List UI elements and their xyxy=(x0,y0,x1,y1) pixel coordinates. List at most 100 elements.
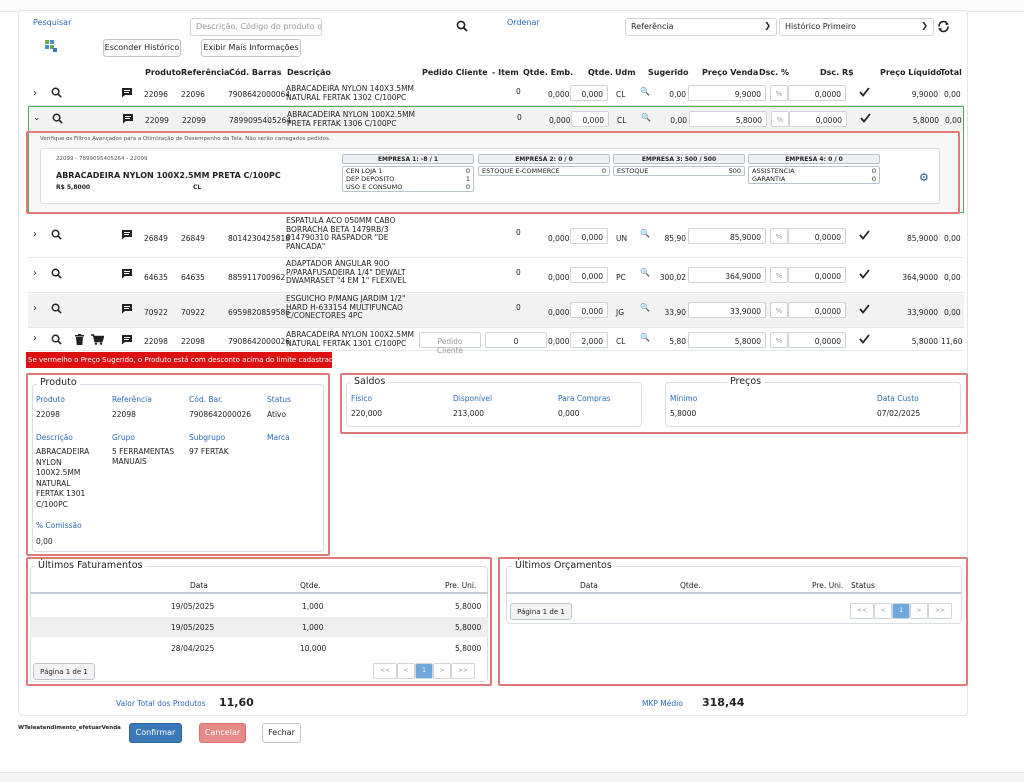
search-icon[interactable] xyxy=(51,268,62,281)
table-row[interactable]: › 22096 22096 7908642000064 ABRACADEIRA … xyxy=(28,81,964,106)
cell-desc: ESPATULA ACO 050MM CABO BORRACHA BETA 14… xyxy=(286,216,396,251)
check-icon[interactable] xyxy=(859,304,870,316)
dsc-percent-input[interactable]: % xyxy=(770,85,788,101)
qtde-input[interactable]: 0,000 xyxy=(570,267,608,283)
filter-icon[interactable] xyxy=(44,39,58,53)
pager-first-button[interactable]: << xyxy=(850,603,874,619)
preco-input[interactable]: 364,9000 xyxy=(688,267,766,283)
chevron-right-icon[interactable]: › xyxy=(33,88,37,99)
dsc-reais-input[interactable]: 0,0000 xyxy=(788,228,846,244)
dsc-percent-input[interactable]: % xyxy=(770,228,788,244)
more-info-button[interactable]: Exibir Mais Informações xyxy=(201,39,301,57)
check-icon[interactable] xyxy=(859,269,870,281)
qtde-input[interactable]: 0,000 xyxy=(570,85,608,101)
pager-first-button[interactable]: << xyxy=(373,663,397,679)
qtde-input[interactable]: 0,000 xyxy=(570,302,608,318)
chevron-right-icon[interactable]: › xyxy=(33,229,37,240)
chevron-down-icon[interactable]: ⌄ xyxy=(33,113,41,123)
comment-icon[interactable] xyxy=(121,229,133,242)
pager-prev-button[interactable]: < xyxy=(397,663,415,679)
dsc-reais-input[interactable]: 0,0000 xyxy=(788,332,846,348)
item-input[interactable]: 0 xyxy=(485,332,547,348)
dsc-percent-input[interactable]: % xyxy=(770,332,788,348)
close-button[interactable]: Fechar xyxy=(262,723,301,743)
table-row[interactable]: 28/04/2025 10,000 5,8000 xyxy=(30,639,488,657)
pager-page-button[interactable]: 1 xyxy=(892,603,910,619)
table-row[interactable]: 19/05/2025 1,000 5,8000 xyxy=(30,617,488,637)
zoom-icon[interactable]: 🔍 xyxy=(640,87,650,96)
cancel-button[interactable]: Cancelar xyxy=(199,723,246,743)
table-row[interactable]: › 22098 22098 7908642000026 ABRACADEIRA … xyxy=(28,329,964,355)
chevron-right-icon[interactable]: › xyxy=(33,333,37,344)
search-input[interactable]: Descrição, Código do produto ou xyxy=(190,18,322,36)
cell-qtde: 1,000 xyxy=(302,623,324,632)
dsc-reais-input[interactable]: 0,0000 xyxy=(788,85,846,101)
trash-icon[interactable] xyxy=(75,334,84,347)
comment-icon[interactable] xyxy=(121,303,133,316)
zoom-icon[interactable]: 🔍 xyxy=(641,113,651,122)
history-select[interactable]: Histórico Primeiro ❯ xyxy=(779,18,934,36)
pager-page-button[interactable]: 1 xyxy=(415,663,433,679)
table-row[interactable]: › 64635 64635 885911700962 ADAPTADOR ANG… xyxy=(28,259,964,293)
pager-last-button[interactable]: >> xyxy=(928,603,952,619)
pedido-cliente-input[interactable]: Pedido Cliente xyxy=(419,332,481,355)
preco-input[interactable]: 33,9000 xyxy=(688,302,766,318)
hide-history-button[interactable]: Esconder Histórico xyxy=(103,39,181,57)
comment-icon[interactable] xyxy=(121,268,133,281)
col-pre-uni: Pre. Uni. xyxy=(445,581,477,590)
pager-last-button[interactable]: >> xyxy=(451,663,475,679)
chevron-right-icon[interactable]: › xyxy=(33,268,37,279)
table-row[interactable]: › 70922 70922 6959820859586 ESGUICHO P/M… xyxy=(28,294,964,328)
pager-prev-button[interactable]: < xyxy=(874,603,892,619)
cell-barras: 7908642000026 xyxy=(228,337,291,346)
col-udm: Udm xyxy=(615,68,636,77)
dsc-percent-input[interactable]: % xyxy=(770,267,788,283)
preco-input[interactable]: 5,8000 xyxy=(689,111,767,127)
settings-gear-icon[interactable]: ⚙ xyxy=(919,171,929,184)
dsc-reais-input[interactable]: 0,0000 xyxy=(789,111,847,127)
qtde-input[interactable]: 0,000 xyxy=(571,111,609,127)
qtde-input[interactable]: 0,000 xyxy=(570,228,608,244)
preco-input[interactable]: 85,9000 xyxy=(688,228,766,244)
bottom-bar xyxy=(0,772,1024,782)
dsc-percent-input[interactable]: % xyxy=(770,302,788,318)
table-row[interactable]: › 26849 26849 8014230425818 ESPATULA ACO… xyxy=(28,216,964,258)
comment-icon[interactable] xyxy=(121,334,133,347)
search-icon[interactable] xyxy=(51,334,62,347)
zoom-icon[interactable]: 🔍 xyxy=(640,229,650,238)
dsc-reais-input[interactable]: 0,0000 xyxy=(788,267,846,283)
search-icon[interactable] xyxy=(51,229,62,242)
zoom-icon[interactable]: 🔍 xyxy=(640,333,650,342)
preco-input[interactable]: 5,8000 xyxy=(688,332,766,348)
search-icon[interactable] xyxy=(51,87,62,100)
table-row-expanded[interactable]: ⌄ 22099 22099 7899095405264 ABRACADEIRA … xyxy=(28,106,964,131)
pager-next-button[interactable]: > xyxy=(910,603,928,619)
search-icon[interactable] xyxy=(52,113,63,126)
check-icon[interactable] xyxy=(860,113,871,125)
cell-produto: 64635 xyxy=(144,273,168,282)
comment-icon[interactable] xyxy=(121,87,133,100)
precos-panel-title: Preços xyxy=(727,376,765,387)
zoom-icon[interactable]: 🔍 xyxy=(640,303,650,312)
order-select[interactable]: Referência ❯ xyxy=(625,18,777,36)
label-grupo: Grupo xyxy=(112,433,135,442)
cell-total: 0,00 xyxy=(944,308,961,317)
chevron-right-icon[interactable]: › xyxy=(33,303,37,314)
dsc-reais-input[interactable]: 0,0000 xyxy=(788,302,846,318)
refresh-icon[interactable] xyxy=(937,20,950,33)
zoom-icon[interactable]: 🔍 xyxy=(640,268,650,277)
qtde-input[interactable]: 2,000 xyxy=(570,332,608,348)
table-row[interactable]: 19/05/2025 1,000 5,8000 xyxy=(30,597,488,615)
chevron-down-icon: ❯ xyxy=(764,21,771,30)
pager-next-button[interactable]: > xyxy=(433,663,451,679)
dsc-percent-input[interactable]: % xyxy=(771,111,789,127)
check-icon[interactable] xyxy=(859,334,870,346)
confirm-button[interactable]: Confirmar xyxy=(129,723,182,743)
search-icon[interactable] xyxy=(51,303,62,316)
comment-icon[interactable] xyxy=(122,113,134,126)
check-icon[interactable] xyxy=(859,87,870,99)
check-icon[interactable] xyxy=(859,230,870,242)
preco-input[interactable]: 9,9000 xyxy=(688,85,766,101)
search-icon[interactable] xyxy=(456,20,468,32)
cart-icon[interactable] xyxy=(91,334,105,347)
